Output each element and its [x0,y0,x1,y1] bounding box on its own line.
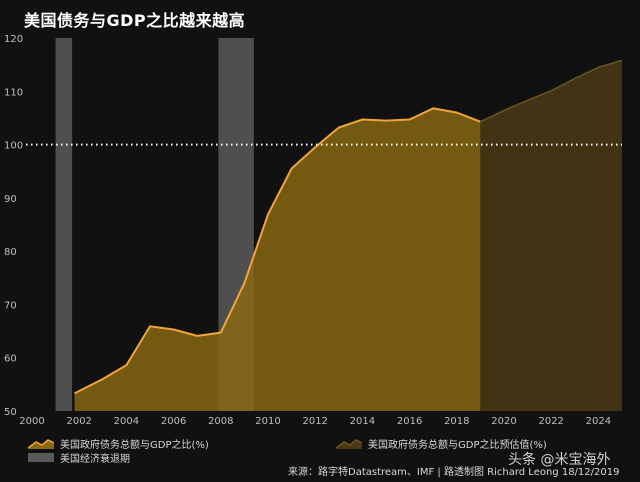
x-tick-label-2014: 2014 [350,416,375,427]
y-tick-label-120: 120 [4,34,23,45]
x-tick-label-2018: 2018 [444,416,469,427]
x-tick-label-2016: 2016 [397,416,422,427]
series-line-1 [74,107,481,395]
y-tick-label-80: 80 [4,247,17,258]
source-note: 来源：路字特Datastream、IMF | 路透制图 Richard Leon… [288,467,620,478]
y-tick-label-50: 50 [4,407,17,418]
legend: 美国政府债务总额与GDP之比(%) 美国经济衰退期 美国政府债务总额与GDP之比… [0,430,640,482]
x-tick-label-2020: 2020 [491,416,516,427]
legend-item-forecast: 美国政府债务总额与GDP之比预估值(%) [335,436,547,451]
series-area-1 [74,108,481,411]
y-tick-label-90: 90 [4,194,17,205]
data-areas [74,59,623,411]
y-tick-label-110: 110 [4,87,23,98]
chart-plot: 50 60 70 80 90 100 110 120 2000 2002 2004 2006 2008… [4,34,623,427]
y-tick-label-100: 100 [4,141,23,152]
recession-band-1 [55,38,73,411]
watermark: 头条 @米宝海外 [508,452,611,468]
legend-label-recession: 美国经济衰退期 [60,454,130,465]
chart-title: 美国债务与GDP之比越来越高 [24,11,246,30]
x-tick-label-2022: 2022 [538,416,563,427]
legend-item-debt-ratio: 美国政府债务总额与GDP之比(%) [27,436,209,451]
legend-swatch-recession [28,453,54,462]
x-tick-label-2008: 2008 [208,416,233,427]
legend-label-forecast: 美国政府债务总额与GDP之比预估值(%) [368,440,547,451]
x-tick-label-2002: 2002 [66,416,91,427]
legend-swatch-debt [27,438,55,449]
y-tick-label-70: 70 [4,300,17,311]
legend-swatch-forecast [335,438,363,449]
y-tick-label-60: 60 [4,354,17,365]
x-tick-label-2006: 2006 [161,416,186,427]
x-axis-ticks: 2000 2002 2004 2006 2008 2010 2012 2014 2016 2018… [19,416,611,427]
x-tick-label-2000: 2000 [19,416,44,427]
x-tick-label-2010: 2010 [255,416,280,427]
x-tick-label-2012: 2012 [302,416,327,427]
legend-label-debt: 美国政府债务总额与GDP之比(%) [60,440,209,451]
legend-item-recession: 美国经济衰退期 [28,450,130,465]
x-tick-label-2024: 2024 [586,416,611,427]
y-axis-ticks: 50 60 70 80 90 100 110 120 [4,34,23,418]
x-tick-label-2004: 2004 [114,416,139,427]
series-area-2 [480,60,622,411]
